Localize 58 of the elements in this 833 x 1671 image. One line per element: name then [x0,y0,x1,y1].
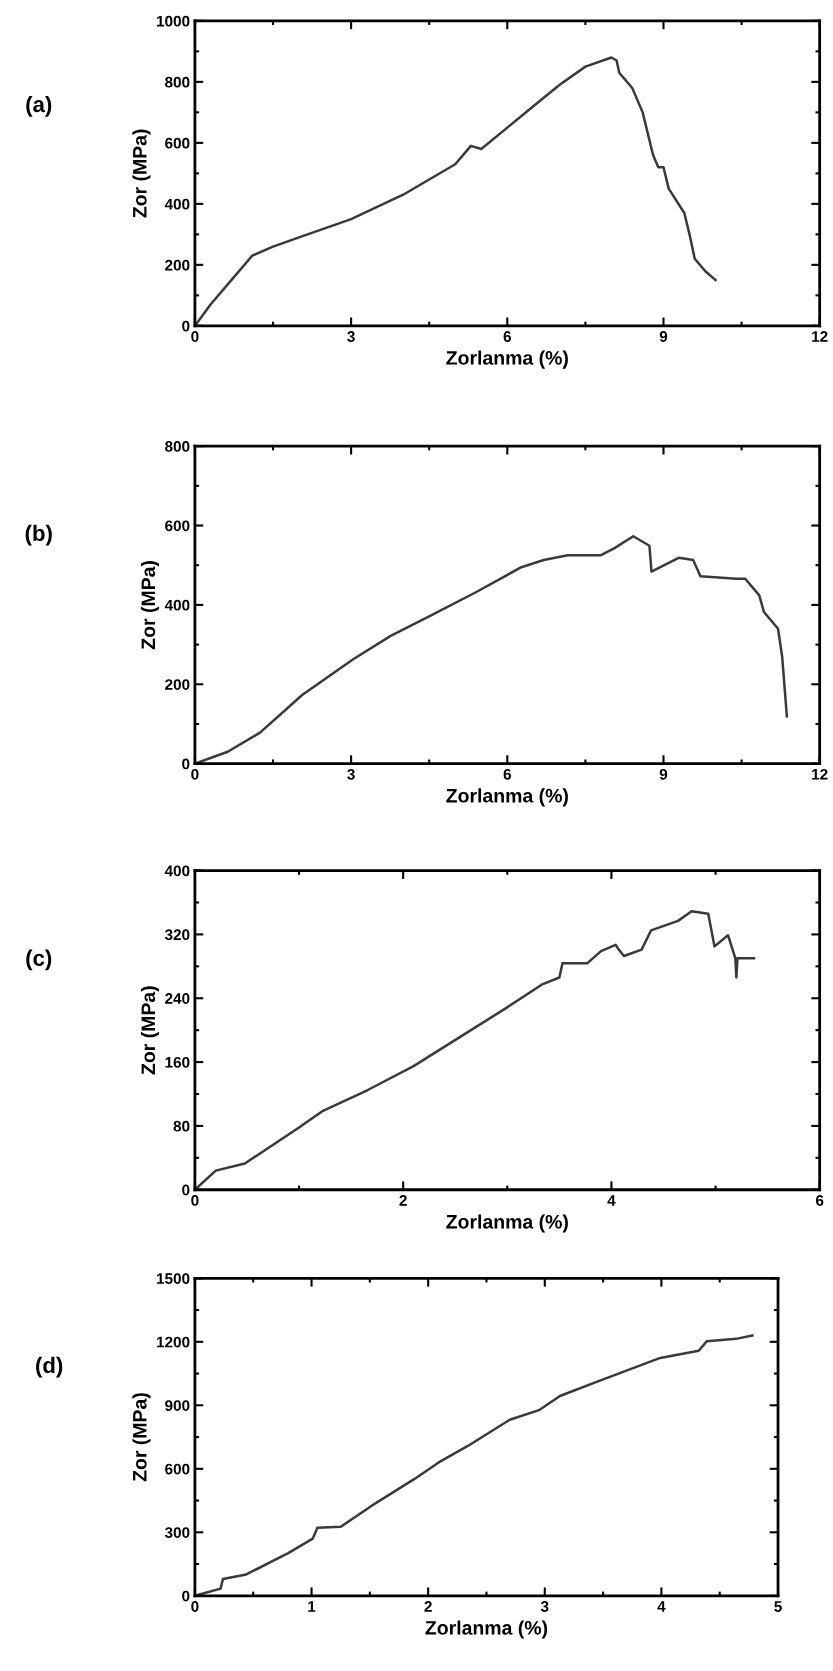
text: (d) [36,1356,63,1378]
x-tick-label: 0 [191,1601,199,1612]
x-tick-label: 3 [347,768,355,780]
y-tick-label: 0 [182,1590,190,1602]
x-tick-label: 2 [424,1601,432,1612]
y-tick-label: 900 [165,1400,190,1411]
y-tick-label: 300 [164,1527,190,1539]
y-tick-label: 0 [182,758,190,770]
y-tick-label: 1200 [157,1336,190,1348]
x-axis-title: Zorlanma (%) [446,350,568,369]
x-tick-label: 0 [191,1195,199,1206]
x-tick-label: 9 [659,768,668,780]
y-tick-label: 600 [165,1463,190,1475]
y-tick-label: 80 [173,1120,190,1132]
y-tick-label: 1000 [157,15,190,27]
x-tick-label: 3 [347,331,355,342]
x-tick-label: 12 [812,331,828,342]
y-tick-label: 800 [165,441,190,452]
y-tick-label: 200 [165,679,190,690]
y-tick-label: 240 [165,993,190,1004]
x-tick-label: 3 [540,1601,549,1612]
x-tick-label: 4 [607,1195,616,1206]
x-axis-title: Zorlanma (%) [425,1620,548,1639]
y-axis-title: Zor (MPa) [140,561,160,650]
y-tick-label: 400 [164,865,190,877]
y-axis-title: Zor (MPa) [140,986,160,1075]
text: (b) [25,524,52,546]
x-tick-label: 4 [657,1601,666,1612]
line-series [194,910,756,1190]
text: (a) [26,95,52,117]
x-tick-label: 5 [774,1601,782,1612]
y-tick-label: 800 [165,76,190,88]
y-tick-label: 400 [164,599,190,611]
y-axis-title: Zor (MPa) [132,1393,151,1482]
y-tick-label: 160 [165,1056,190,1068]
x-tick-label: 2 [399,1195,407,1206]
x-tick-label: 12 [812,768,828,780]
y-tick-label: 400 [164,198,190,210]
y-tick-label: 0 [182,1184,190,1196]
y-axis-title: Zor (MPa) [132,129,151,218]
x-axis-title: Zorlanma (%) [446,1214,568,1233]
y-tick-label: 200 [165,259,190,271]
y-tick-label: 1500 [157,1273,190,1284]
x-axis-title: Zorlanma (%) [446,788,568,807]
x-tick-label: 6 [503,331,511,342]
x-tick-label: 0 [191,768,199,780]
x-tick-label: 0 [191,331,199,342]
y-tick-label: 600 [165,520,190,532]
x-tick-label: 6 [503,768,511,780]
x-tick-label: 1 [308,1601,316,1612]
y-tick-label: 600 [165,137,190,149]
text: (c) [26,949,52,971]
x-tick-label: 9 [659,331,668,342]
y-tick-label: 0 [182,320,190,332]
y-tick-label: 320 [164,929,190,941]
line-series [194,534,789,764]
x-tick-label: 6 [815,1195,824,1206]
line-series [194,56,717,326]
